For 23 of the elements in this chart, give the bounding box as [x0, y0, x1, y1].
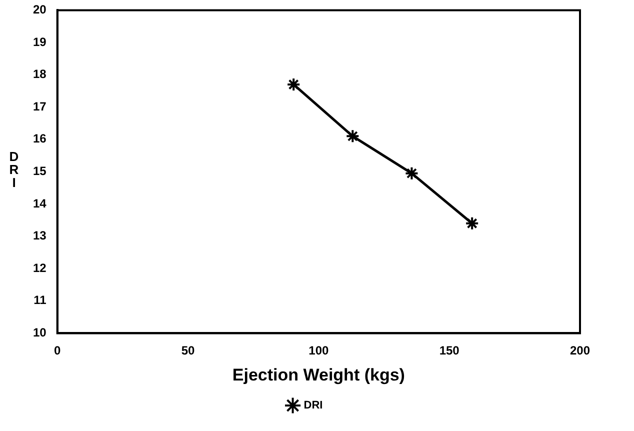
x-tick-label: 50 [181, 344, 196, 358]
x-tick-label: 200 [570, 344, 590, 358]
point [286, 77, 301, 92]
x-axis-title: Ejection Weight (kgs) [232, 365, 405, 384]
point [346, 129, 360, 144]
y-tick-label: 14 [32, 196, 47, 210]
y-tick-label: 16 [32, 132, 47, 146]
y-tick-label: 10 [32, 326, 47, 340]
legend-label: DRI [304, 400, 323, 412]
y-tick-label: 12 [32, 260, 47, 275]
y-axis-title: DRI [8, 149, 20, 190]
y-tick-label: 11 [34, 293, 47, 308]
y-tick-label: 17 [32, 99, 47, 114]
y-tick-label: 13 [32, 228, 47, 243]
y-tick-label: 20 [32, 2, 47, 17]
y-tick-label: 15 [32, 164, 47, 178]
point [465, 216, 480, 230]
y-tick-label: 18 [32, 67, 47, 82]
x-tick-label: 0 [54, 344, 62, 358]
y-tick-label: 19 [32, 34, 47, 49]
point [404, 166, 419, 180]
x-tick-label: 100 [308, 344, 330, 358]
x-tick-label: 150 [439, 344, 460, 358]
